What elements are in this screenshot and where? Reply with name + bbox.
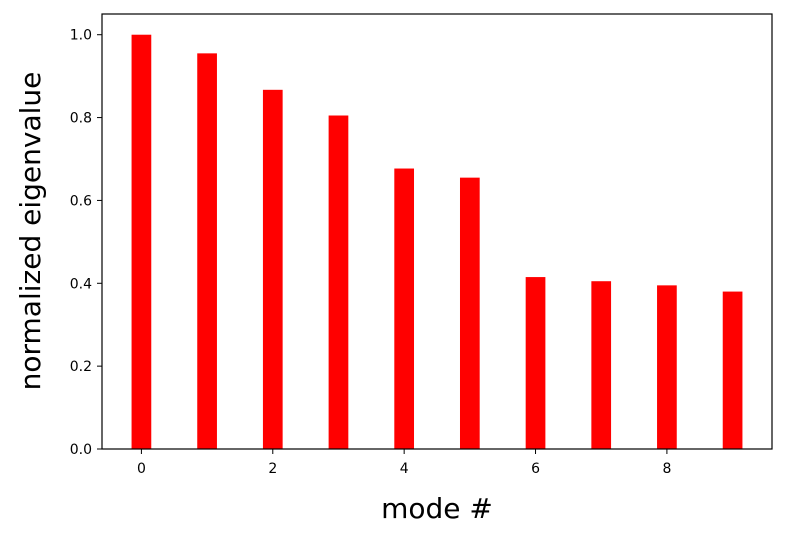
x-tick-label: 2 — [268, 461, 277, 477]
y-tick-label: 0.4 — [70, 276, 92, 292]
x-tick-label: 4 — [400, 461, 409, 477]
x-tick-label: 0 — [137, 461, 146, 477]
x-tick-label: 6 — [531, 461, 540, 477]
bar-mode-2 — [262, 89, 283, 450]
bar-mode-4 — [394, 168, 415, 449]
bar-mode-7 — [591, 281, 612, 449]
y-axis-label: normalized eigenvalue — [14, 72, 47, 391]
bar-mode-0 — [131, 34, 152, 449]
bar-mode-6 — [525, 277, 546, 449]
y-tick-label: 0.2 — [70, 359, 92, 375]
bar-mode-3 — [328, 115, 349, 449]
plot-frame — [101, 13, 773, 450]
y-ticks-group: 0.0 0.2 0.4 0.6 0.8 1.0 — [70, 28, 102, 458]
bar-mode-1 — [197, 53, 217, 449]
y-tick-label: 0.6 — [70, 193, 92, 209]
bar-mode-9 — [722, 291, 743, 449]
y-tick-label: 1.0 — [70, 28, 92, 44]
x-ticks-group: 0 2 4 6 8 — [137, 449, 671, 477]
y-tick-label: 0.8 — [70, 111, 92, 127]
bars-group — [131, 34, 743, 450]
bar-mode-8 — [657, 285, 677, 449]
bar-mode-5 — [459, 177, 480, 449]
x-axis-label: mode # — [381, 492, 493, 525]
x-tick-label: 8 — [662, 461, 671, 477]
y-tick-label: 0.0 — [70, 442, 92, 458]
